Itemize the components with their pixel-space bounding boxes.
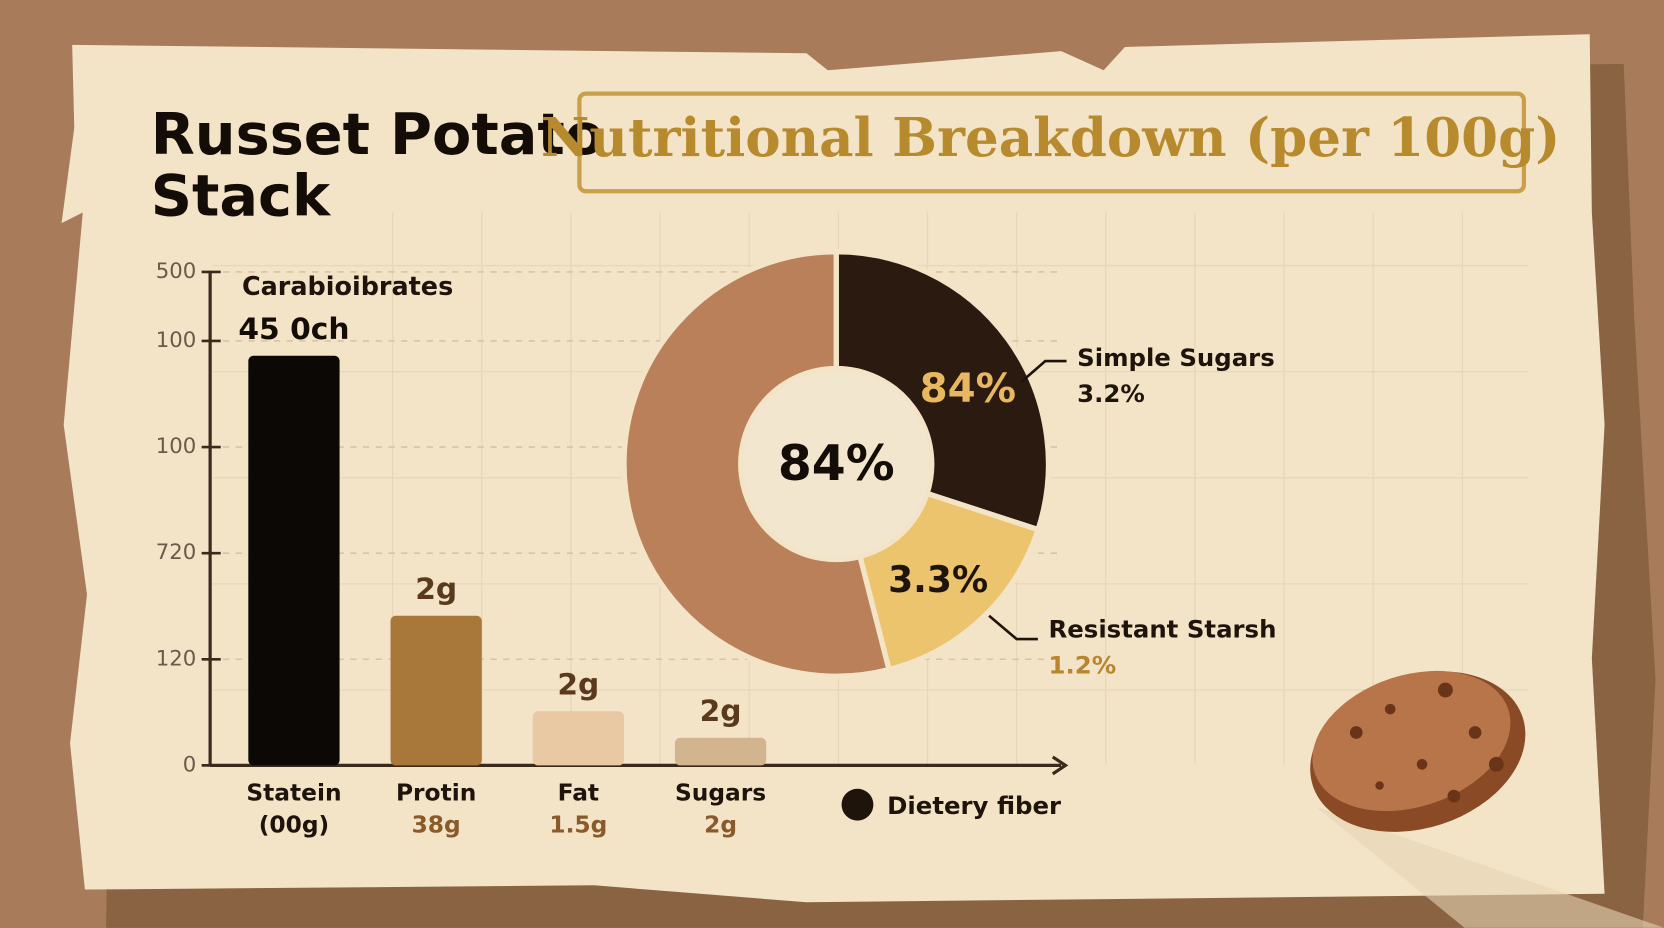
pie-slice [856,490,1042,673]
bar-label: 45 0ch [238,312,349,347]
legend-label: Dietery fiber [887,791,1061,820]
center-label: 84% [778,435,895,492]
x-tick-label: Statein [246,779,341,807]
pie-hole [742,370,930,558]
y-tick-label: 500 [156,259,197,284]
y-tick-label: 100 [156,434,197,459]
slice-label: 3.3% [888,559,988,601]
x-tick-sublabel: (00g) [259,810,330,838]
title-line: Russet Potato [151,101,604,168]
bar-label: 2g [557,667,599,702]
bar [390,615,482,766]
pie-slice [833,249,1052,533]
x-tick-label: Sugars [675,779,766,807]
bar [674,737,767,766]
x-tick-sublabel: 1.5g [549,810,607,838]
pie-slice [621,249,893,679]
x-tick-label: Protin [396,779,476,807]
callout-line [1020,359,1067,384]
bar-label: 2g [700,694,742,729]
slice-label: 84% [920,365,1017,412]
bar-title: Carabioibrates [242,272,453,302]
bar [532,711,624,766]
bar-label: 2g [415,572,457,607]
callout-name: Simple Sugars [1077,343,1275,372]
callout-value: 3.2% [1077,379,1145,408]
title-line: Stack [151,162,332,229]
subtitle-frame [577,91,1527,194]
y-tick-label: 0 [183,752,197,777]
legend-marker [841,788,874,821]
x-tick-label: Fat [558,779,599,807]
x-tick-sublabel: 2g [704,810,737,838]
callout-name: Resistant Starsh [1048,615,1276,644]
callout-line [988,614,1038,641]
bar [248,355,340,766]
callout-value: 1.2% [1048,651,1116,680]
subtitle: Nutritional Breakdown (per 100g) [541,106,1560,169]
y-tick-label: 720 [156,540,197,565]
potato [1310,670,1664,928]
y-tick-label: 120 [156,646,197,671]
x-axis-arrow [1051,755,1069,776]
x-tick-sublabel: 38g [412,810,461,838]
y-tick-label: 100 [156,328,197,353]
